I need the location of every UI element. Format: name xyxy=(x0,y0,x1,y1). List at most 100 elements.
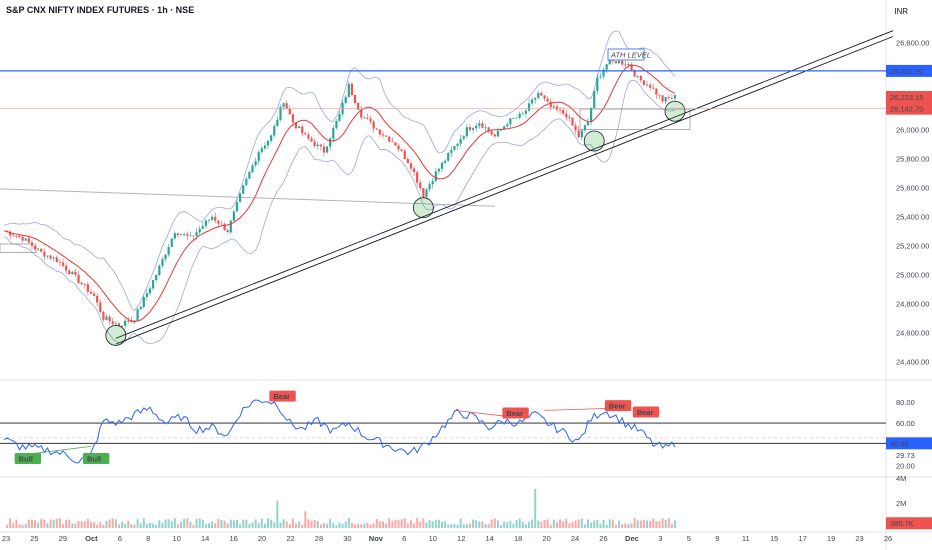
volume-bar xyxy=(316,520,319,528)
candle-body xyxy=(301,126,304,134)
volume-bar xyxy=(577,519,580,528)
candle-body xyxy=(114,323,117,325)
x-tick-label: 10 xyxy=(173,534,181,543)
volume-bar xyxy=(385,523,388,528)
volume-bar xyxy=(198,518,201,528)
volume-bar xyxy=(565,518,568,528)
candle-body xyxy=(198,228,201,233)
candle-body xyxy=(655,88,658,95)
candle-body xyxy=(664,97,667,102)
candle-body xyxy=(397,145,400,150)
candle-body xyxy=(102,311,105,320)
x-tick-label: 11 xyxy=(742,534,750,543)
candle-body xyxy=(400,149,403,151)
trendline-lower[interactable] xyxy=(115,36,894,345)
rsi-tick-label: 29.73 xyxy=(896,451,915,460)
candle-body xyxy=(384,135,388,137)
volume-bar xyxy=(30,519,33,528)
candle-body xyxy=(670,98,673,99)
volume-bar xyxy=(319,524,322,528)
bear-signal-label: Bear xyxy=(609,402,626,411)
candle-body xyxy=(673,95,677,99)
x-tick-label: 15 xyxy=(770,534,778,543)
volume-bar xyxy=(543,519,546,528)
x-tick-label: 8 xyxy=(146,534,150,543)
volume-bar xyxy=(422,518,425,528)
candle-body xyxy=(437,168,441,172)
volume-bar xyxy=(74,523,77,528)
volume-bar xyxy=(304,511,307,528)
candle-body xyxy=(111,321,114,324)
volume-bar xyxy=(270,519,273,528)
candle-body xyxy=(307,134,310,139)
candle-body xyxy=(515,117,518,119)
chart-title: S&P CNX NIFTY INDEX FUTURES · 1h · NSE xyxy=(6,5,195,15)
x-tick-label: 6 xyxy=(402,534,406,543)
candle-body xyxy=(447,152,450,161)
volume-bar xyxy=(83,521,86,528)
volume-bar xyxy=(288,524,291,528)
x-tick-label: 29 xyxy=(59,534,67,543)
candle-body xyxy=(434,171,437,182)
candle-body xyxy=(645,84,649,86)
candle-body xyxy=(512,118,515,120)
candle-body xyxy=(170,238,173,248)
candle-body xyxy=(294,122,298,129)
volume-bar xyxy=(366,522,369,528)
trendline-upper[interactable] xyxy=(115,30,894,339)
volume-bar xyxy=(133,524,136,528)
candle-body xyxy=(661,95,664,102)
x-tick-label: 20 xyxy=(258,534,266,543)
candle-body xyxy=(450,149,453,153)
x-tick-label: 23 xyxy=(855,534,863,543)
ath_level-axis-label-bg xyxy=(886,64,932,77)
candle-body xyxy=(593,90,596,108)
candle-body xyxy=(475,125,478,129)
volume-bar xyxy=(670,523,673,528)
candle-body xyxy=(521,113,524,115)
candle-body xyxy=(273,126,276,136)
candle-body xyxy=(531,99,534,104)
volume-bar xyxy=(381,521,384,528)
candle-body xyxy=(465,127,468,137)
volume-bar xyxy=(406,523,409,528)
volume-bar xyxy=(295,523,298,528)
candle-body xyxy=(223,223,226,231)
candle-body xyxy=(353,95,357,104)
rsi-tick-label: 80.00 xyxy=(896,398,915,407)
candle-body xyxy=(316,144,319,147)
candle-body xyxy=(422,187,425,197)
candle-body xyxy=(611,60,614,62)
volume-bar xyxy=(341,523,344,528)
volume-bar xyxy=(583,524,586,528)
volume-bar xyxy=(509,520,512,528)
candle-body xyxy=(298,126,301,129)
candle-body xyxy=(372,121,375,129)
volume-bar xyxy=(630,523,633,528)
volume-bar xyxy=(49,519,52,528)
candle-body xyxy=(431,181,434,185)
candle-body xyxy=(92,293,96,296)
candle-body xyxy=(254,161,257,166)
volume-bar xyxy=(170,521,173,528)
volume-bar xyxy=(546,519,549,528)
volume-bar xyxy=(568,523,571,528)
volume-bar xyxy=(186,518,189,528)
volume-bar xyxy=(176,524,179,528)
volume-bar xyxy=(55,518,58,528)
candle-body xyxy=(61,262,65,266)
candle-body xyxy=(583,125,587,131)
volume-bar xyxy=(326,523,329,528)
rsi-line xyxy=(3,399,676,464)
volume-bar xyxy=(642,519,645,528)
volume-bar xyxy=(285,521,288,528)
bull-signal-label-bg xyxy=(82,453,110,465)
volume-bar xyxy=(475,520,478,528)
volume-bar xyxy=(145,523,148,528)
volume-bar xyxy=(490,519,493,528)
candle-body xyxy=(667,97,670,99)
volume-bar xyxy=(43,519,46,528)
x-tick-label: 19 xyxy=(827,534,835,543)
candle-body xyxy=(304,133,307,135)
